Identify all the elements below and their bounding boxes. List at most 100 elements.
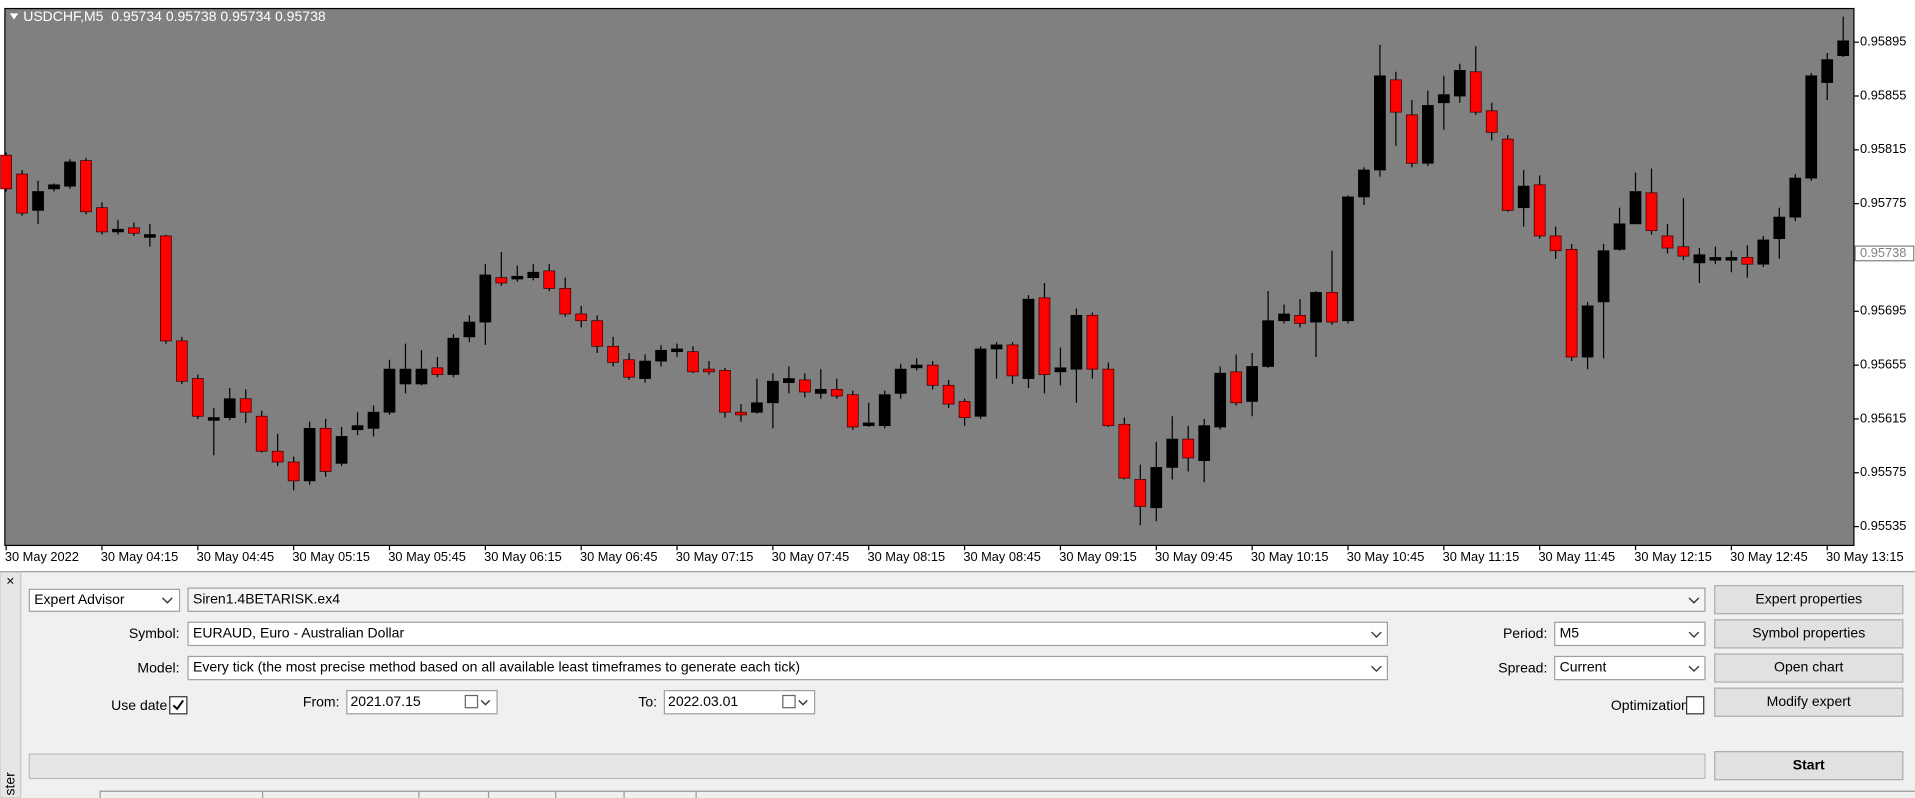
candle-body	[1214, 372, 1227, 428]
from-label: From:	[303, 694, 340, 710]
candle-body	[239, 398, 252, 413]
candle-body	[32, 191, 44, 211]
candle-body	[1581, 305, 1594, 358]
candle-body	[1645, 192, 1658, 231]
dropdown-arrow	[1371, 631, 1382, 638]
from-date[interactable]	[346, 690, 498, 715]
x-tick-label: 30 May 2022	[5, 549, 79, 564]
optimization-label: Optimization	[1611, 697, 1689, 713]
candle-body	[1054, 367, 1067, 373]
candle-body	[48, 184, 60, 190]
use-date-label: Use date	[111, 697, 167, 713]
candle-body	[1533, 184, 1546, 237]
candle-body	[846, 394, 859, 428]
candle-body	[1789, 177, 1802, 218]
x-tick-label: 30 May 08:15	[868, 549, 946, 564]
candle-body	[1150, 467, 1163, 509]
x-tick-label: 30 May 05:15	[292, 549, 370, 564]
candle-body	[1725, 257, 1738, 261]
dropdown-arrow	[1371, 665, 1382, 673]
candle-body	[1230, 371, 1243, 404]
y-tick-label: 0.95815	[1860, 141, 1906, 156]
start-button[interactable]	[1714, 751, 1904, 781]
button-label: Expert properties	[1755, 590, 1862, 606]
tab-separators	[99, 790, 697, 798]
candle-body	[1118, 423, 1131, 479]
candle-body	[990, 344, 1003, 350]
from-value: 2021.07.15	[351, 693, 421, 709]
candle-body	[16, 173, 28, 214]
candle-body	[1421, 105, 1434, 164]
calendar-icon	[782, 694, 796, 709]
candle-body	[1182, 438, 1195, 459]
candle-body	[96, 207, 108, 233]
x-tick-label: 30 May 08:45	[963, 549, 1041, 564]
x-tick-label: 30 May 11:15	[1443, 549, 1520, 564]
candle-body	[463, 321, 476, 338]
candle-body	[271, 450, 284, 463]
side-tab[interactable]: ster	[2, 772, 18, 796]
candle-body	[175, 340, 188, 382]
model-dropdown[interactable]	[187, 655, 1389, 681]
y-tick-label: 0.95695	[1860, 303, 1906, 318]
x-tick-label: 30 May 09:45	[1155, 549, 1233, 564]
x-tick-label: 30 May 06:45	[580, 549, 658, 564]
x-tick-label: 30 May 07:45	[772, 549, 850, 564]
period-dropdown[interactable]	[1554, 621, 1706, 647]
candle-body	[1102, 368, 1115, 427]
progress-bar	[28, 753, 1706, 780]
candle-body	[1246, 366, 1258, 402]
candle-body	[942, 384, 955, 405]
candle-body	[335, 436, 348, 464]
x-tick-label: 30 May 11:45	[1538, 549, 1615, 564]
to-date[interactable]	[663, 690, 816, 715]
y-tick-label: 0.95575	[1860, 464, 1906, 479]
candle-body	[207, 417, 220, 421]
button[interactable]	[1714, 687, 1904, 717]
optimization-checkbox[interactable]	[1686, 696, 1705, 715]
mode-dropdown[interactable]	[28, 588, 181, 612]
candle-body	[1501, 138, 1514, 211]
x-tick-label: 30 May 13:15	[1826, 549, 1904, 564]
candle-body	[527, 271, 540, 279]
candle-body	[1294, 314, 1306, 324]
candle-body	[1549, 235, 1562, 252]
use-date-checkbox[interactable]	[169, 696, 188, 715]
candle-body	[1038, 297, 1051, 375]
candle-body	[623, 359, 635, 378]
x-tick-label: 30 May 09:15	[1059, 549, 1137, 564]
x-tick-label: 30 May 05:45	[388, 549, 466, 564]
side-tab-strip	[0, 571, 22, 798]
button[interactable]	[1714, 585, 1904, 615]
mode-value: Expert Advisor	[34, 591, 125, 607]
candle-body	[1374, 75, 1386, 171]
chart-title: USDCHF,M5 0.95734 0.95738 0.95734 0.9573…	[23, 8, 326, 24]
dropdown-arrow	[1688, 597, 1700, 604]
symbol-dropdown[interactable]	[187, 621, 1389, 647]
candle-body	[974, 348, 987, 417]
candle-body	[1821, 59, 1834, 83]
candle-body	[591, 320, 604, 347]
candle-body	[543, 270, 556, 289]
candle-body	[1358, 169, 1370, 198]
button[interactable]	[1714, 653, 1904, 683]
spread-dropdown[interactable]	[1554, 655, 1706, 681]
candle-body	[287, 461, 300, 482]
y-tick-label: 0.95655	[1860, 357, 1906, 372]
candle-body	[639, 360, 651, 379]
y-tick-label: 0.95535	[1860, 518, 1906, 533]
candle-body	[399, 368, 412, 385]
expert-dropdown[interactable]	[187, 587, 1706, 612]
candle-body	[862, 422, 875, 427]
close-button[interactable]: ×	[6, 573, 14, 589]
candle-body	[1773, 216, 1786, 239]
dropdown-arrow	[798, 699, 808, 706]
candle-body	[910, 364, 923, 369]
candle-body	[1565, 249, 1578, 358]
button[interactable]	[1714, 619, 1904, 649]
candle-body	[1406, 114, 1418, 164]
candle-body	[1629, 191, 1642, 225]
x-tick-label: 30 May 12:45	[1730, 549, 1808, 564]
candle-body	[1326, 292, 1338, 323]
candle-body	[687, 351, 699, 373]
